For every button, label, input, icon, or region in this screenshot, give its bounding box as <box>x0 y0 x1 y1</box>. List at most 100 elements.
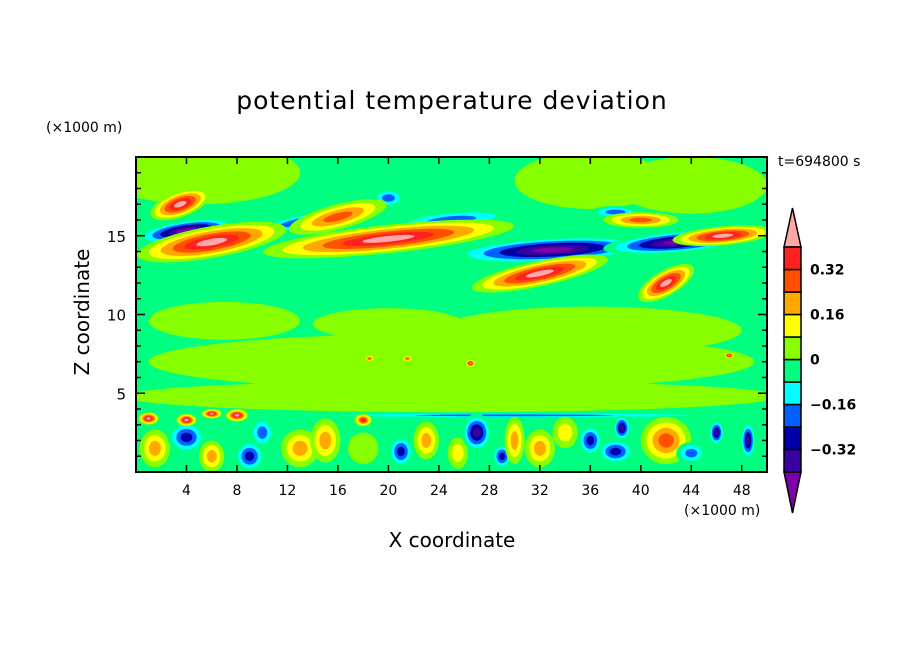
contour-feature <box>676 442 707 465</box>
contour-band <box>209 412 214 415</box>
contour-band <box>206 450 217 463</box>
x-tick-label: 8 <box>232 483 241 499</box>
contour-feature <box>312 308 465 340</box>
contour-band <box>629 217 653 223</box>
contour-feature <box>471 254 608 293</box>
contour-band <box>452 444 464 463</box>
contour-band <box>184 418 189 422</box>
contour-band <box>148 333 755 391</box>
contour-band <box>714 429 719 436</box>
y-tick-label: 10 <box>107 307 126 325</box>
y-axis-unit: (×1000 m) <box>46 120 123 136</box>
x-tick-label: 12 <box>279 483 297 499</box>
contour-feature <box>577 424 603 457</box>
x-tick-label: 20 <box>379 483 397 499</box>
contour-feature <box>708 420 725 446</box>
contour-band <box>586 435 595 446</box>
contour-feature <box>672 225 767 247</box>
contour-feature <box>136 256 767 285</box>
contour-feature <box>234 440 265 472</box>
colorbar-swatch <box>783 381 802 406</box>
contour-band <box>557 423 573 442</box>
contour-band <box>712 233 734 238</box>
contour-band <box>746 435 750 446</box>
contour-band <box>176 228 197 234</box>
contour-band <box>180 432 193 443</box>
contour-band <box>362 234 415 243</box>
contour-feature <box>201 409 222 419</box>
contour-band <box>292 440 308 456</box>
x-tick-label: 28 <box>480 483 498 499</box>
contour-feature <box>615 157 767 214</box>
contour-band <box>525 269 554 278</box>
contour-band <box>312 308 465 340</box>
x-tick-label: 32 <box>531 483 549 499</box>
contour-feature <box>281 429 319 468</box>
contour-feature <box>602 212 679 228</box>
contour-feature <box>138 412 159 425</box>
contour-band <box>469 362 472 365</box>
contour-band <box>146 417 151 420</box>
contour-band <box>405 357 409 360</box>
contour-band <box>619 424 625 431</box>
contour-feature <box>136 218 237 245</box>
contour-feature <box>354 413 372 427</box>
colorbar-swatch <box>783 448 802 473</box>
contour-feature <box>447 437 468 469</box>
contour-feature <box>364 355 375 362</box>
contour-feature <box>150 188 211 221</box>
x-tick-label: 24 <box>430 483 448 499</box>
x-tick-label: 44 <box>682 483 700 499</box>
contour-band <box>323 211 353 223</box>
contour-feature <box>524 429 555 468</box>
contour-band <box>660 279 672 287</box>
contour-feature <box>465 359 476 368</box>
contour-feature <box>249 416 275 449</box>
contour-band <box>615 157 767 214</box>
x-tick-label: 48 <box>733 483 751 499</box>
contour-feature <box>199 440 225 472</box>
contour-feature <box>461 413 492 452</box>
contour-band <box>196 237 228 247</box>
contour-band <box>415 414 615 417</box>
contour-feature <box>504 416 525 465</box>
colorbar-label: 0.32 <box>810 263 845 279</box>
x-tick-label: 4 <box>182 483 191 499</box>
contour-band <box>234 414 240 417</box>
contour-band <box>319 431 332 450</box>
contour-feature <box>225 409 249 422</box>
contour-band <box>148 301 301 340</box>
colorbar-swatch <box>783 246 802 271</box>
contour-feature <box>348 432 379 465</box>
contour-band <box>257 426 268 439</box>
contour-band <box>728 354 731 357</box>
colorbar-swatch <box>783 336 802 361</box>
contour-band <box>136 256 767 285</box>
contour-feature <box>167 421 206 454</box>
contour-band <box>348 432 379 465</box>
y-tick-label: 15 <box>107 228 126 246</box>
contour-feature <box>724 352 735 359</box>
contour-feature <box>371 188 405 208</box>
contour-feature <box>740 421 756 460</box>
contour-band <box>498 452 506 461</box>
colorbar-label: 0 <box>810 353 820 369</box>
chart-title: potential temperature deviation <box>236 86 668 115</box>
colorbar-label: −0.32 <box>810 443 856 459</box>
contour-band <box>136 380 767 413</box>
contour-band <box>473 427 481 438</box>
contour-feature <box>262 412 767 418</box>
contour-feature <box>136 380 767 413</box>
contour-feature <box>552 416 578 449</box>
contour-band <box>397 446 405 457</box>
contour-band <box>367 357 371 360</box>
contour-feature <box>262 219 514 259</box>
contour-feature <box>289 198 387 235</box>
x-axis-label: X coordinate <box>388 528 516 552</box>
y-tick-label: 5 <box>116 385 126 403</box>
contour-band <box>533 440 546 456</box>
contour-feature <box>596 438 635 465</box>
contour-band <box>360 418 366 422</box>
colorbar-min-arrow <box>783 471 802 514</box>
